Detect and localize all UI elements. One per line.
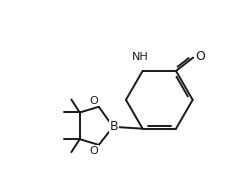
Text: B: B bbox=[110, 120, 118, 133]
Text: NH: NH bbox=[132, 52, 149, 62]
Text: O: O bbox=[196, 50, 205, 63]
Text: O: O bbox=[89, 146, 98, 156]
Text: O: O bbox=[89, 96, 98, 106]
